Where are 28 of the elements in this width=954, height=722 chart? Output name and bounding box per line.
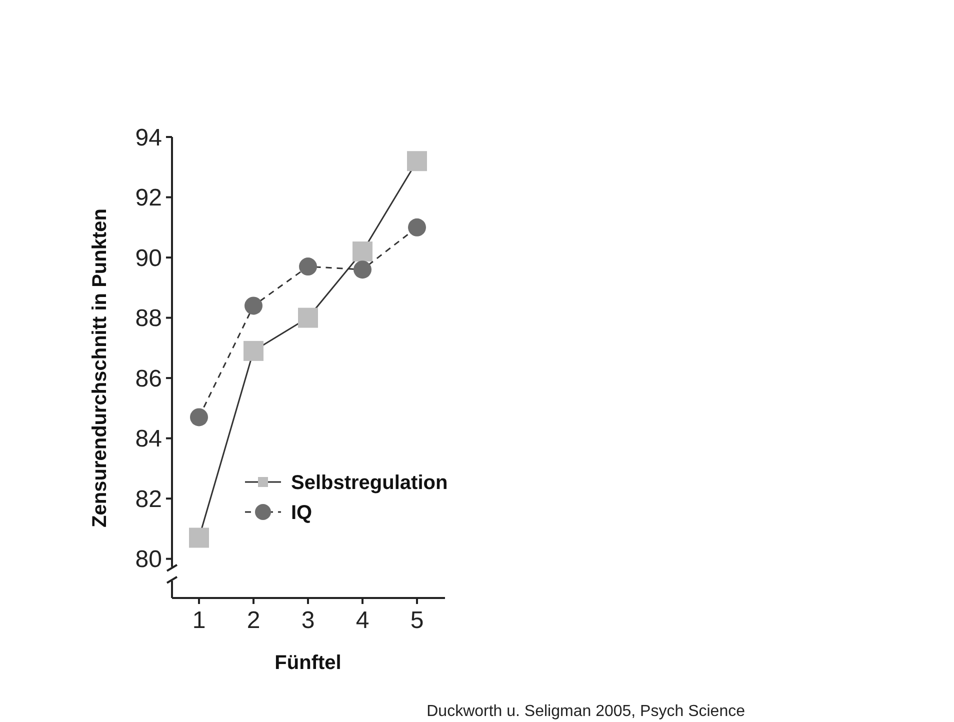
y-tick-label: 82 (135, 486, 162, 513)
x-tick-label: 5 (410, 607, 424, 634)
y-tick-label: 84 (135, 426, 162, 453)
point (299, 258, 317, 276)
point (407, 151, 427, 172)
y-tick-label: 92 (135, 184, 162, 212)
x-tick-label: 3 (301, 607, 315, 634)
point (298, 308, 318, 328)
x-axis-title: Fünftel (274, 652, 342, 674)
point (244, 296, 262, 315)
point (408, 218, 426, 236)
legend-label: IQ (291, 502, 312, 524)
y-tick-label: 80 (135, 546, 162, 574)
y-tick-label: 94 (135, 124, 162, 152)
point (354, 260, 372, 279)
y-axis-title: Zensurendurchschnitt in Punkten (89, 208, 111, 528)
point (190, 408, 208, 426)
legend-label: Selbstregulation (291, 472, 448, 494)
x-tick-label: 2 (246, 607, 260, 634)
point (189, 528, 209, 548)
point (244, 340, 264, 361)
x-tick-label: 4 (356, 607, 370, 634)
text: Duckworth u. Seligman 2005, Psych Science (426, 703, 746, 720)
y-tick-label: 86 (135, 365, 162, 392)
y-tick-label: 88 (135, 305, 162, 332)
x-tick-label: 1 (192, 607, 206, 634)
point (352, 241, 372, 262)
y-tick-label: 90 (135, 244, 162, 272)
